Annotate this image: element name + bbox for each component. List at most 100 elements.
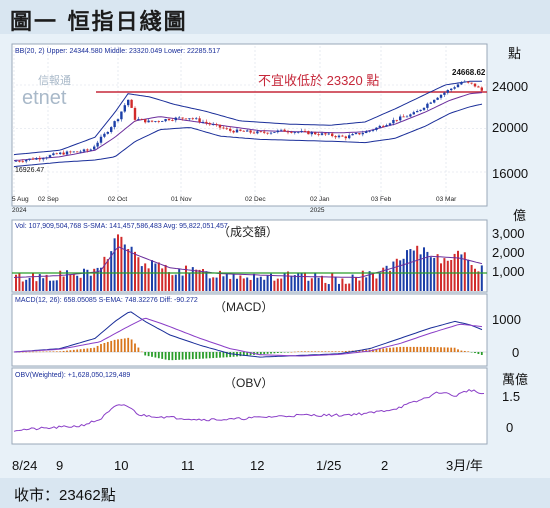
candle-body [395,119,398,121]
macd-hist-bar [338,351,340,352]
bollinger-lower [13,103,483,168]
candle-body [456,84,460,88]
macd-hist-bar [270,352,272,354]
macd-hist-bar [392,347,395,352]
obv-label: （OBV） [224,376,273,390]
volume-bar [457,250,459,291]
candle-body [201,121,205,123]
macd-hist-bar [389,347,391,352]
macd-hist-bar [28,351,31,353]
volume-bar [440,263,442,291]
volume-bar [280,278,283,291]
candle-body [331,133,334,137]
volume-bar [317,277,320,291]
candle-body [48,155,52,158]
candle-body [385,125,388,127]
volume-bar [409,249,412,291]
macd-hist-bar [66,350,68,352]
candle-body [14,160,18,162]
volume-bar [195,269,198,291]
volume-bar [263,279,266,291]
resistance-annotation: 不宜收低於 23320 點 [258,73,379,88]
candle-body [280,129,283,131]
macd-hist-bar [21,351,24,353]
volume-bar [341,278,344,291]
macd-hist-bar [276,352,279,354]
macd-hist-bar [157,352,160,359]
candle-body [69,151,72,153]
macd-hist-bar [45,351,48,353]
macd-hist-bar [378,348,381,352]
volume-bar [399,260,402,291]
macd-hist-bar [304,351,306,352]
volume-bar [242,278,245,291]
price-tick-16000: 16000 [492,166,528,181]
candle-body [354,133,358,135]
obv-unit: 萬億 [502,372,528,387]
volume-bar [55,280,58,291]
candle-body [436,97,439,100]
macd-hist-bar [25,351,28,353]
macd-hist-bar [100,344,102,352]
price-tick-20000: 20000 [492,120,528,135]
volume-bar [480,265,483,291]
volume-bar [310,278,313,291]
candle-body [433,99,436,103]
volume-bar [273,280,276,291]
macd-hist-bar [399,346,402,352]
macd-hist-bar [283,352,286,353]
candle-body [344,136,347,139]
macd-hist-bar [344,350,347,352]
volume-bar [154,263,157,291]
volume-bar [117,234,119,291]
volume-legend: Vol: 107,909,504,768 S-SMA: 141,457,586,… [15,223,228,230]
candle-body [188,118,191,120]
candle-body [106,131,109,134]
candle-body [45,157,48,159]
macd-hist-bar [290,351,293,353]
inner-date-year: 2025 [310,207,325,214]
volume-bar [137,257,140,291]
volume-bar [103,256,106,291]
volume-bar [389,270,391,291]
chart-svg: 信報通 etnet BB(20, 2) Upper: 24344.580 Mid… [11,43,528,473]
macd-hist-bar [89,348,92,352]
candle-body [402,116,405,118]
candle-body [382,125,385,127]
candle-body [399,116,402,121]
inner-date-label: 03 Mar [436,196,457,203]
macd-hist-bar [113,339,116,352]
volume-bar [283,272,286,291]
volume-bar [205,271,208,291]
candle-body [358,133,361,135]
macd-hist-bar [423,346,425,352]
candle-body [426,103,429,108]
candle-body [412,112,415,115]
macd-hist-bar [395,347,398,352]
volume-bar [426,251,429,291]
volume-bar [304,272,306,291]
macd-hist-bar [69,350,72,352]
candle-body [283,129,286,132]
volume-bar [266,275,269,291]
candle-body [337,135,341,138]
obv-tick-0: 0 [506,420,513,435]
macd-hist-bar [35,351,38,353]
macd-hist-bar [178,352,181,360]
volume-bar [351,274,354,291]
volume-bar [62,276,65,291]
macd-hist-bar [72,349,75,352]
macd-hist-bar [174,352,177,360]
obv-tick-1.5: 1.5 [502,389,520,404]
volume-bar [52,280,55,291]
candle-body [429,102,432,104]
volume-bar [83,268,85,291]
candle-body [198,118,201,122]
macd-hist-bar [130,339,133,352]
macd-hist-bar [103,343,106,352]
inner-date-label: 02 Oct [108,196,127,203]
candle-body [405,116,409,118]
obv-panel [11,367,488,445]
volume-bar [89,275,92,291]
volume-bar [174,274,177,291]
